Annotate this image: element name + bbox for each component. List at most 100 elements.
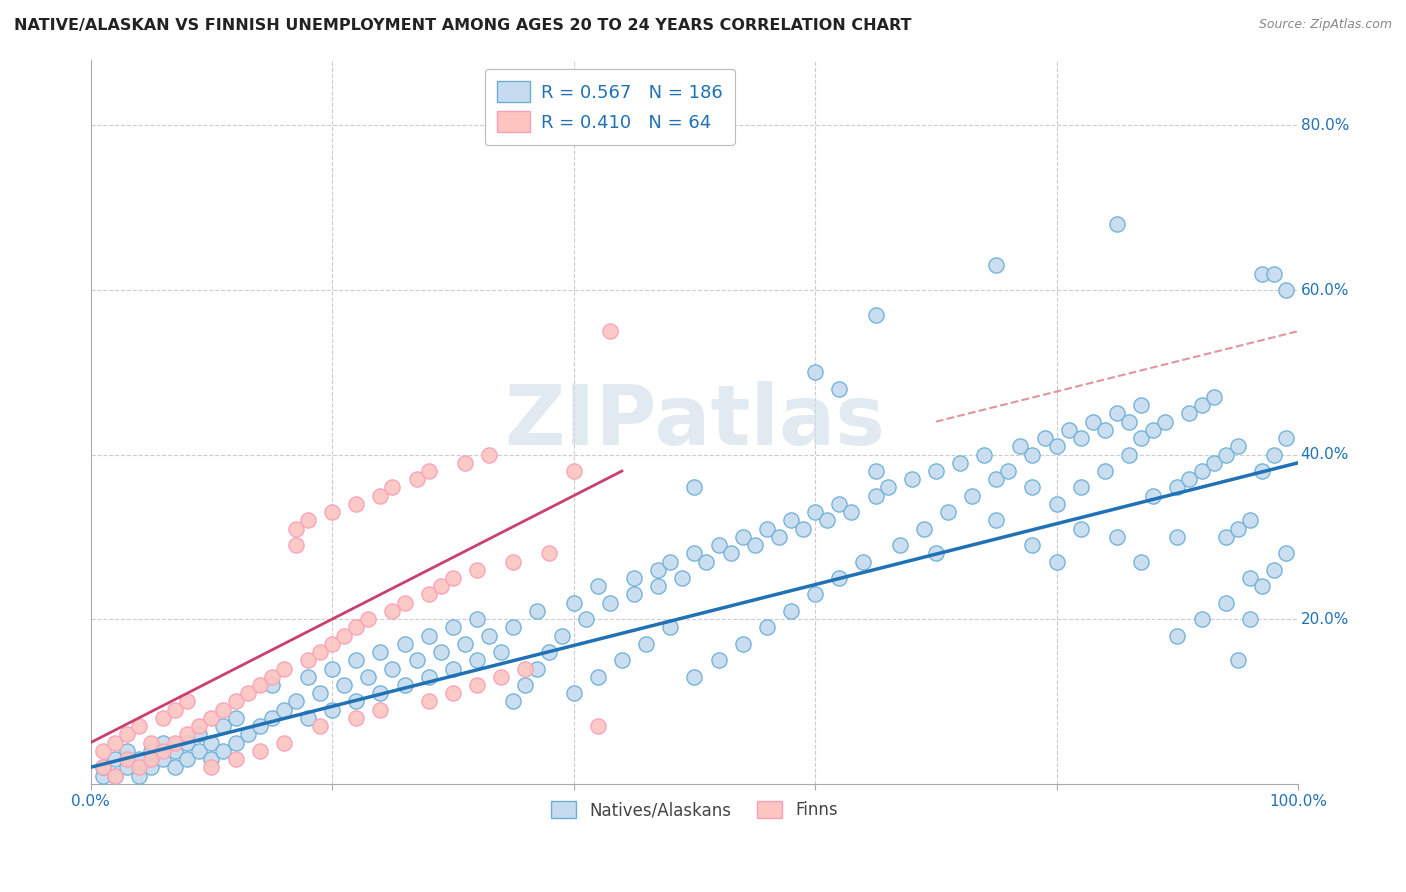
- Point: [478, 629, 501, 643]
- Point: [165, 736, 187, 750]
- Point: [309, 686, 332, 700]
- Point: [405, 472, 427, 486]
- Point: [430, 579, 453, 593]
- Point: [249, 678, 271, 692]
- Point: [865, 489, 887, 503]
- Point: [370, 703, 392, 717]
- Point: [176, 752, 198, 766]
- Point: [321, 505, 343, 519]
- Point: [381, 661, 404, 675]
- Point: [344, 711, 367, 725]
- Point: [260, 670, 283, 684]
- Point: [357, 670, 380, 684]
- Legend: Natives/Alaskans, Finns: Natives/Alaskans, Finns: [544, 795, 844, 826]
- Point: [1215, 530, 1237, 544]
- Point: [1118, 415, 1140, 429]
- Point: [1226, 522, 1249, 536]
- Point: [441, 620, 464, 634]
- Point: [1154, 415, 1177, 429]
- Point: [562, 464, 585, 478]
- Point: [139, 752, 162, 766]
- Point: [707, 538, 730, 552]
- Point: [695, 555, 717, 569]
- Point: [225, 711, 247, 725]
- Point: [465, 612, 488, 626]
- Point: [1239, 612, 1261, 626]
- Point: [973, 448, 995, 462]
- Point: [852, 555, 875, 569]
- Point: [200, 736, 222, 750]
- Point: [925, 546, 948, 560]
- Point: [297, 670, 319, 684]
- Point: [865, 308, 887, 322]
- Point: [236, 727, 259, 741]
- Point: [91, 760, 114, 774]
- Y-axis label: Unemployment Among Ages 20 to 24 years: Unemployment Among Ages 20 to 24 years: [0, 254, 7, 589]
- Point: [623, 587, 645, 601]
- Point: [1239, 513, 1261, 527]
- Point: [188, 719, 211, 733]
- Point: [200, 760, 222, 774]
- Point: [370, 686, 392, 700]
- Point: [720, 546, 742, 560]
- Point: [1191, 398, 1213, 412]
- Point: [284, 522, 307, 536]
- Point: [1215, 448, 1237, 462]
- Point: [997, 464, 1019, 478]
- Point: [1263, 267, 1285, 281]
- Point: [1021, 448, 1043, 462]
- Point: [1105, 217, 1128, 231]
- Point: [321, 661, 343, 675]
- Point: [755, 522, 778, 536]
- Point: [344, 620, 367, 634]
- Point: [815, 513, 838, 527]
- Point: [128, 768, 150, 782]
- Point: [128, 760, 150, 774]
- Point: [165, 760, 187, 774]
- Point: [200, 752, 222, 766]
- Point: [623, 571, 645, 585]
- Point: [1202, 390, 1225, 404]
- Point: [526, 661, 548, 675]
- Point: [515, 661, 537, 675]
- Point: [104, 768, 127, 782]
- Point: [538, 645, 561, 659]
- Text: 60.0%: 60.0%: [1301, 283, 1348, 298]
- Point: [755, 620, 778, 634]
- Point: [986, 258, 1008, 272]
- Point: [284, 694, 307, 708]
- Point: [200, 711, 222, 725]
- Point: [1130, 398, 1153, 412]
- Text: Source: ZipAtlas.com: Source: ZipAtlas.com: [1258, 18, 1392, 31]
- Point: [876, 481, 898, 495]
- Point: [344, 497, 367, 511]
- Point: [139, 736, 162, 750]
- Point: [1178, 406, 1201, 420]
- Point: [768, 530, 790, 544]
- Point: [502, 694, 524, 708]
- Point: [381, 604, 404, 618]
- Text: ZIPatlas: ZIPatlas: [503, 381, 884, 462]
- Point: [502, 620, 524, 634]
- Point: [936, 505, 959, 519]
- Point: [225, 736, 247, 750]
- Point: [418, 629, 440, 643]
- Point: [273, 703, 295, 717]
- Point: [104, 736, 127, 750]
- Point: [780, 513, 803, 527]
- Point: [683, 481, 706, 495]
- Point: [1070, 431, 1092, 445]
- Point: [489, 645, 512, 659]
- Point: [1130, 555, 1153, 569]
- Point: [139, 760, 162, 774]
- Point: [1251, 464, 1274, 478]
- Point: [139, 744, 162, 758]
- Point: [683, 670, 706, 684]
- Point: [418, 587, 440, 601]
- Point: [575, 612, 598, 626]
- Point: [236, 686, 259, 700]
- Point: [297, 653, 319, 667]
- Point: [986, 513, 1008, 527]
- Point: [647, 579, 669, 593]
- Point: [478, 448, 501, 462]
